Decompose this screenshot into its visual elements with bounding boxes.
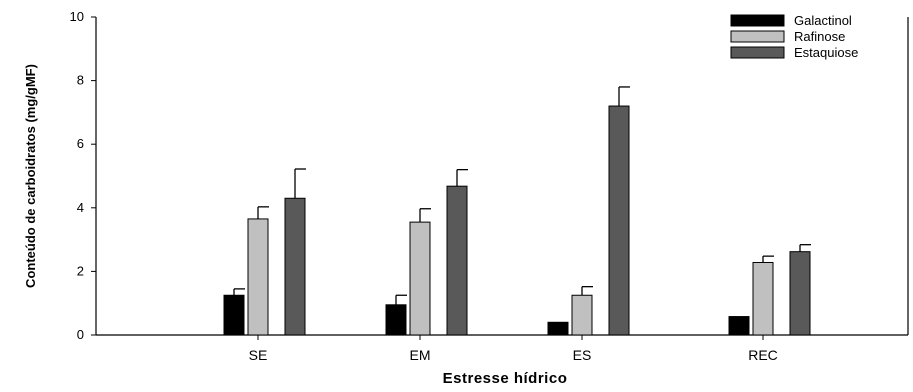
legend-swatch-estaquiose [730,46,785,59]
bar-estaquiose-es [608,105,630,336]
bar-estaquiose-rec [789,251,811,336]
legend-swatch-galactinol [730,14,785,27]
x-tick-label: REC [748,347,778,363]
bar-galactinol-em [385,304,407,336]
bar-galactinol-se [223,294,245,336]
x-tick-label: EM [410,347,431,363]
y-tick-label: 4 [77,200,84,215]
bar-galactinol-rec [728,316,750,336]
bar-estaquiose-se [284,197,306,336]
y-tick-label: 8 [77,73,84,88]
y-tick-label: 2 [77,263,84,278]
y-tick-label: 10 [70,9,84,24]
legend-label-galactinol: Galactinol [794,13,852,28]
y-tick-label: 0 [77,327,84,342]
y-tick-label: 6 [77,136,84,151]
legend-label-rafinose: Rafinose [794,29,845,44]
bars [223,86,811,336]
bar-rafinose-rec [752,261,774,336]
x-tick-label: SE [249,347,268,363]
bar-galactinol-es [547,321,569,336]
bar-estaquiose-em [446,185,468,336]
legend-swatch-rafinose [730,30,785,43]
bar-rafinose-em [409,221,431,336]
x-axis-title: Estresse hídrico [443,370,568,387]
bar-rafinose-es [571,294,593,336]
y-axis-title: Conteúdo de carboidratos (mg/gMF) [23,64,38,288]
bar-rafinose-se [247,218,269,336]
legend-label-estaquiose: Estaquiose [794,45,858,60]
x-tick-label: ES [573,347,592,363]
axes: 0 2 4 6 8 10 SE EM ES REC [70,9,909,363]
